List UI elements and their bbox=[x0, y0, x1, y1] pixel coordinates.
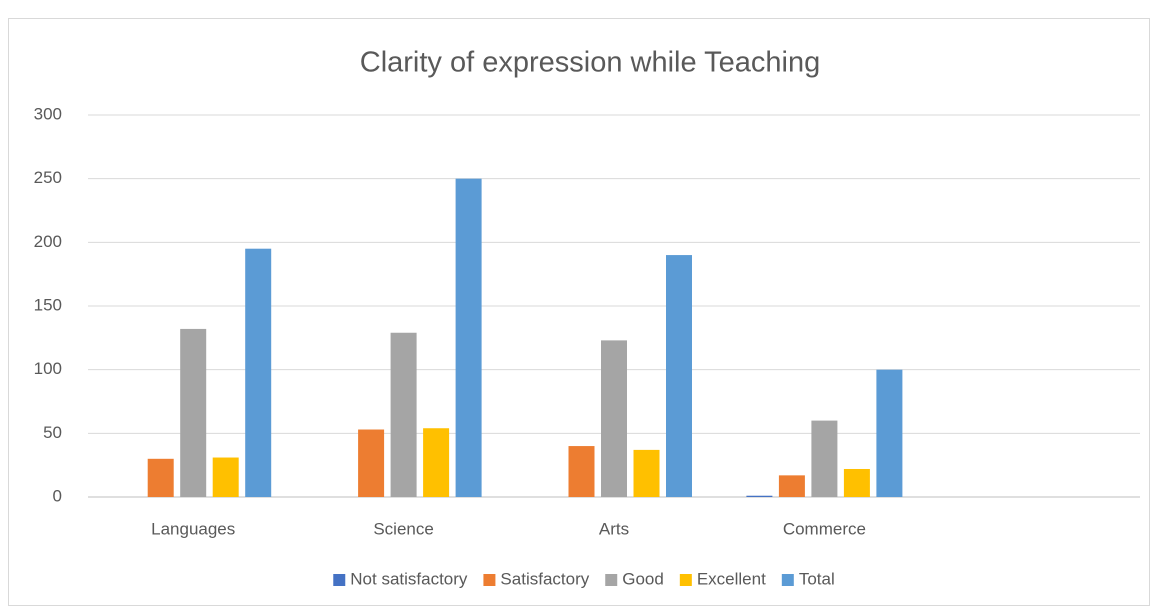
bar bbox=[245, 248, 272, 497]
y-tick-label: 150 bbox=[34, 295, 62, 314]
legend-label: Satisfactory bbox=[500, 569, 589, 588]
bar bbox=[811, 420, 838, 497]
bar bbox=[601, 340, 627, 497]
legend-swatch bbox=[483, 574, 496, 586]
y-tick-label: 300 bbox=[34, 104, 62, 123]
y-tick-label: 0 bbox=[53, 486, 62, 505]
x-tick-label: Arts bbox=[599, 519, 629, 538]
y-tick-label: 100 bbox=[34, 359, 62, 378]
bar bbox=[568, 446, 595, 497]
legend-swatch bbox=[605, 574, 618, 586]
bar bbox=[666, 255, 692, 497]
bar bbox=[455, 178, 482, 497]
bar bbox=[633, 449, 660, 497]
x-tick-label: Languages bbox=[151, 519, 235, 538]
bar bbox=[390, 332, 417, 497]
y-tick-label: 50 bbox=[43, 423, 62, 442]
bar bbox=[778, 475, 805, 497]
chart-border bbox=[8, 18, 1150, 606]
bar bbox=[180, 328, 207, 497]
bar bbox=[746, 495, 773, 497]
chart-title: Clarity of expression while Teaching bbox=[360, 47, 820, 79]
legend-label: Good bbox=[622, 569, 664, 588]
bar bbox=[358, 429, 385, 497]
y-tick-label: 250 bbox=[34, 168, 62, 187]
legend-swatch bbox=[333, 574, 346, 586]
x-tick-label: Commerce bbox=[783, 519, 866, 538]
legend-label: Not satisfactory bbox=[350, 569, 468, 588]
bar bbox=[876, 369, 903, 497]
legend-label: Excellent bbox=[697, 569, 766, 588]
bar bbox=[212, 457, 239, 497]
bar bbox=[147, 458, 174, 497]
bar bbox=[843, 468, 870, 497]
x-tick-label: Science bbox=[373, 519, 433, 538]
legend-swatch bbox=[781, 574, 794, 586]
y-tick-label: 200 bbox=[34, 232, 62, 251]
legend-swatch bbox=[679, 574, 692, 586]
bar bbox=[423, 428, 450, 497]
legend-label: Total bbox=[799, 569, 835, 588]
